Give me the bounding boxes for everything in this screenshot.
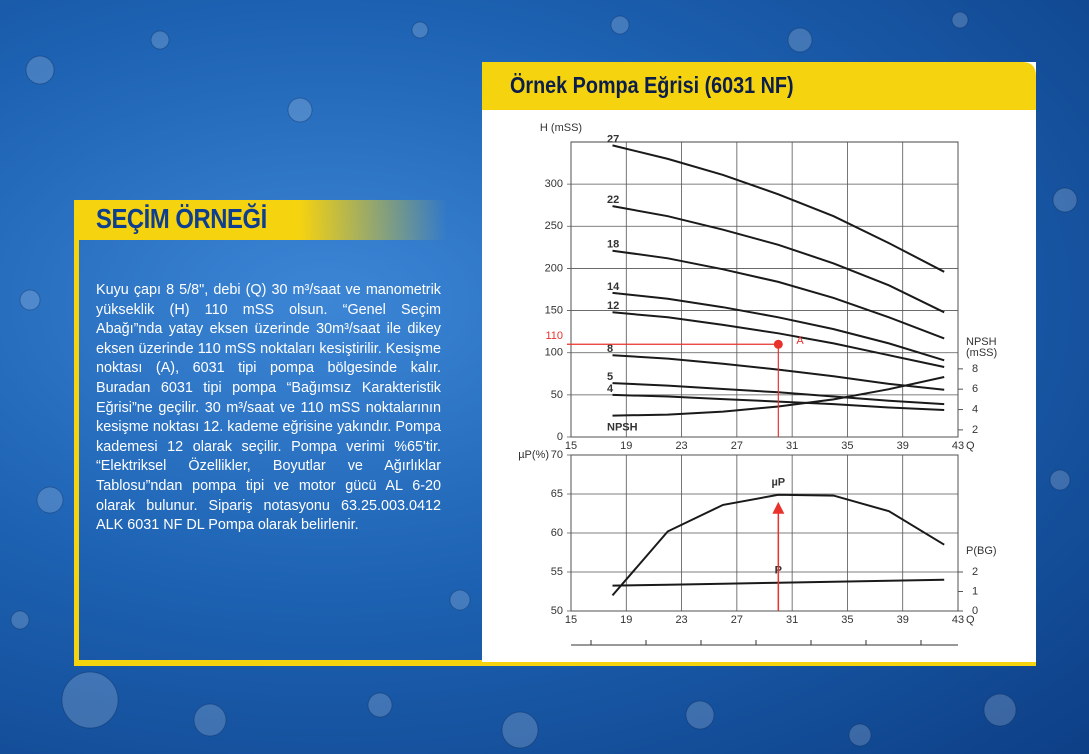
- series-label: 14: [607, 281, 620, 293]
- y-tick-label: 60: [551, 527, 563, 539]
- x-tick-label: 35: [841, 614, 853, 626]
- highlight-point: [774, 340, 783, 349]
- x-axis-label: Q: [966, 614, 975, 626]
- x-tick-label: 39: [897, 440, 909, 452]
- x-tick-label: 31: [786, 440, 798, 452]
- y2-tick-label: 1: [972, 585, 978, 597]
- y2-axis-label: P(BG): [966, 546, 1010, 557]
- y2-tick-label: 6: [972, 383, 978, 395]
- x-tick-label: 19: [620, 614, 632, 626]
- y-tick-label: 250: [545, 220, 563, 232]
- y-tick-label: 200: [545, 262, 563, 274]
- y-axis-label: µP(%): [518, 449, 549, 461]
- x-tick-label: 15: [565, 614, 577, 626]
- highlight-value: 110: [545, 330, 563, 342]
- y2-tick-label: 2: [972, 566, 978, 578]
- series-label: NPSH: [607, 422, 638, 434]
- series-label: 5: [607, 371, 613, 383]
- y-tick-label: 300: [545, 178, 563, 190]
- series-label: 27: [607, 133, 619, 145]
- x-tick-label: 43: [952, 614, 964, 626]
- x-tick-label: 43: [952, 440, 964, 452]
- x-tick-label: 19: [620, 440, 632, 452]
- series-label: 22: [607, 194, 619, 206]
- y2-tick-label: 2: [972, 424, 978, 436]
- x-tick-label: 27: [731, 440, 743, 452]
- y-tick-label: 55: [551, 566, 563, 578]
- x-tick-label: 23: [675, 614, 687, 626]
- series-line: [613, 251, 945, 339]
- series-label: 18: [607, 239, 619, 251]
- y-axis-label: H (mSS): [540, 122, 582, 134]
- y-tick-label: 0: [557, 431, 563, 443]
- highlight-label: A: [796, 335, 804, 347]
- x-tick-label: 35: [841, 440, 853, 452]
- x-axis-label: Q: [966, 440, 975, 452]
- y-tick-label: 150: [545, 304, 563, 316]
- y2-tick-label: 8: [972, 363, 978, 375]
- series-label: 8: [607, 343, 613, 355]
- y2-tick-label: 4: [972, 403, 978, 415]
- y-tick-label: 70: [551, 449, 563, 461]
- y-tick-label: 50: [551, 605, 563, 617]
- plot-frame: [571, 142, 958, 437]
- series-label: µP: [771, 477, 785, 489]
- x-tick-label: 27: [731, 614, 743, 626]
- page: SEÇİM ÖRNEĞİ Kuyu çapı 8 5/8", debi (Q) …: [0, 0, 1089, 754]
- y2-axis-label: NPSH (mSS): [966, 337, 1010, 359]
- y-tick-label: 65: [551, 488, 563, 500]
- series-line: [613, 145, 945, 271]
- y-tick-label: 50: [551, 389, 563, 401]
- y-tick-label: 100: [545, 347, 563, 359]
- x-tick-label: 15: [565, 440, 577, 452]
- series-label: 12: [607, 300, 619, 312]
- x-tick-label: 39: [897, 614, 909, 626]
- series-line: [613, 206, 945, 312]
- x-tick-label: 31: [786, 614, 798, 626]
- charts: 15192327313539430501001502002503002468QH…: [0, 0, 1089, 754]
- x-tick-label: 23: [675, 440, 687, 452]
- series-label: 4: [607, 383, 614, 395]
